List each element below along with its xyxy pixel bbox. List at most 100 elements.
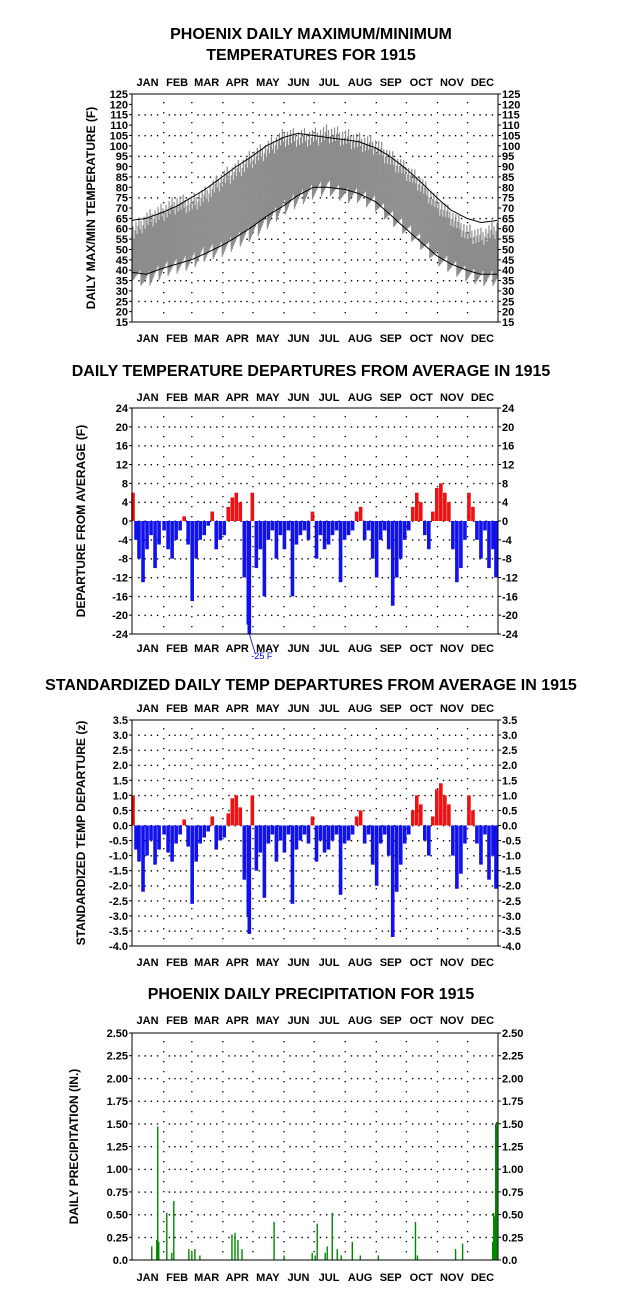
grid-dot	[264, 915, 267, 917]
grid-dot	[436, 1131, 439, 1133]
grid-dot	[283, 1121, 285, 1123]
grid-dot	[150, 445, 153, 447]
grid-dot	[174, 1100, 176, 1102]
grid-dot	[448, 445, 451, 447]
grid-dot	[163, 1201, 165, 1203]
grid-dot	[150, 779, 153, 782]
grid-dot	[332, 426, 334, 428]
grid-dot	[313, 1121, 315, 1123]
grid-dot	[313, 748, 315, 750]
grid-dot	[240, 1191, 242, 1193]
grid-dot	[424, 1123, 426, 1125]
grid-dot	[222, 878, 224, 880]
grid-dot	[283, 616, 285, 618]
grid-dot	[283, 938, 285, 940]
grid-dot	[344, 1141, 346, 1143]
grid-dot	[418, 558, 420, 560]
month-label: FEB	[166, 1272, 188, 1284]
grid-dot	[156, 280, 159, 282]
grid-dot	[168, 501, 171, 504]
grid-dot	[411, 900, 414, 902]
grid-dot	[144, 482, 146, 485]
grid-dot	[234, 520, 236, 522]
grid-dot	[442, 1236, 445, 1239]
grid-dot	[289, 558, 291, 560]
grid-dot	[252, 132, 254, 134]
grid-dot	[216, 1214, 218, 1216]
y-tick-label: -3.5	[109, 926, 128, 938]
grid-dot	[424, 809, 426, 812]
month-label: AUG	[348, 392, 372, 404]
grid-dot	[485, 595, 487, 598]
y-tick-label: 40	[502, 265, 514, 277]
grid-dot	[168, 855, 171, 857]
grid-dot	[332, 1146, 334, 1148]
grid-dot	[185, 114, 187, 116]
grid-dot	[156, 595, 159, 598]
grid-dot	[150, 595, 153, 598]
grid-dot	[301, 779, 303, 782]
grid-dot	[375, 282, 377, 284]
grid-dot	[387, 764, 390, 767]
grid-dot	[252, 152, 254, 154]
grid-dot	[313, 938, 315, 940]
grid-dot	[203, 1191, 205, 1193]
grid-dot	[252, 1091, 254, 1093]
grid-dot	[264, 445, 267, 447]
grid-dot	[436, 1061, 439, 1063]
grid-dot	[289, 1191, 291, 1193]
grid-dot	[405, 1121, 408, 1123]
grid-dot	[418, 501, 420, 504]
grid-dot	[325, 915, 328, 917]
departure-bars	[131, 783, 498, 937]
grid-dot	[418, 749, 420, 752]
grid-dot	[350, 870, 353, 872]
grid-dot	[228, 1146, 230, 1148]
grid-dot	[393, 1214, 396, 1216]
grid-dot	[466, 292, 469, 294]
grid-dot	[460, 1191, 463, 1193]
grid-dot	[479, 217, 481, 220]
month-label: JAN	[137, 1015, 159, 1027]
grid-dot	[350, 734, 353, 736]
grid-dot	[307, 217, 309, 220]
grid-dot	[222, 152, 224, 154]
grid-dot	[491, 300, 494, 303]
grid-dot	[418, 1123, 420, 1125]
grid-dot	[301, 577, 303, 579]
grid-dot	[252, 142, 254, 144]
grid-dot	[144, 1146, 146, 1148]
grid-dot	[436, 1161, 439, 1163]
grid-dot	[203, 426, 205, 428]
grid-dot	[174, 280, 176, 282]
y-tick-label: -0.5	[502, 836, 521, 848]
grid-dot	[387, 870, 390, 872]
grid-dot	[436, 446, 439, 448]
grid-dot	[473, 445, 475, 447]
grid-dot	[479, 900, 481, 902]
grid-dot	[228, 915, 230, 917]
grid-dot	[460, 155, 463, 158]
negative-bar	[378, 825, 383, 844]
grid-dot	[228, 1100, 230, 1102]
grid-dot	[460, 280, 463, 282]
grid-dot	[191, 282, 193, 284]
negative-bar	[314, 825, 319, 862]
grid-dot	[283, 918, 285, 920]
positive-bar	[226, 813, 231, 826]
grid-dot	[185, 558, 187, 560]
precip-bar	[283, 1255, 285, 1260]
grid-dot	[325, 779, 328, 782]
grid-dot	[301, 809, 303, 812]
grid-dot	[350, 809, 353, 812]
month-label: MAR	[194, 1272, 219, 1284]
grid-dot	[405, 928, 408, 930]
negative-bar	[406, 521, 411, 531]
grid-dot	[252, 1221, 254, 1223]
grid-dot	[283, 1171, 285, 1173]
grid-dot	[430, 1077, 433, 1080]
grid-dot	[295, 749, 297, 752]
grid-dot	[319, 1236, 322, 1239]
grid-dot	[240, 482, 242, 485]
grid-dot	[197, 855, 199, 857]
